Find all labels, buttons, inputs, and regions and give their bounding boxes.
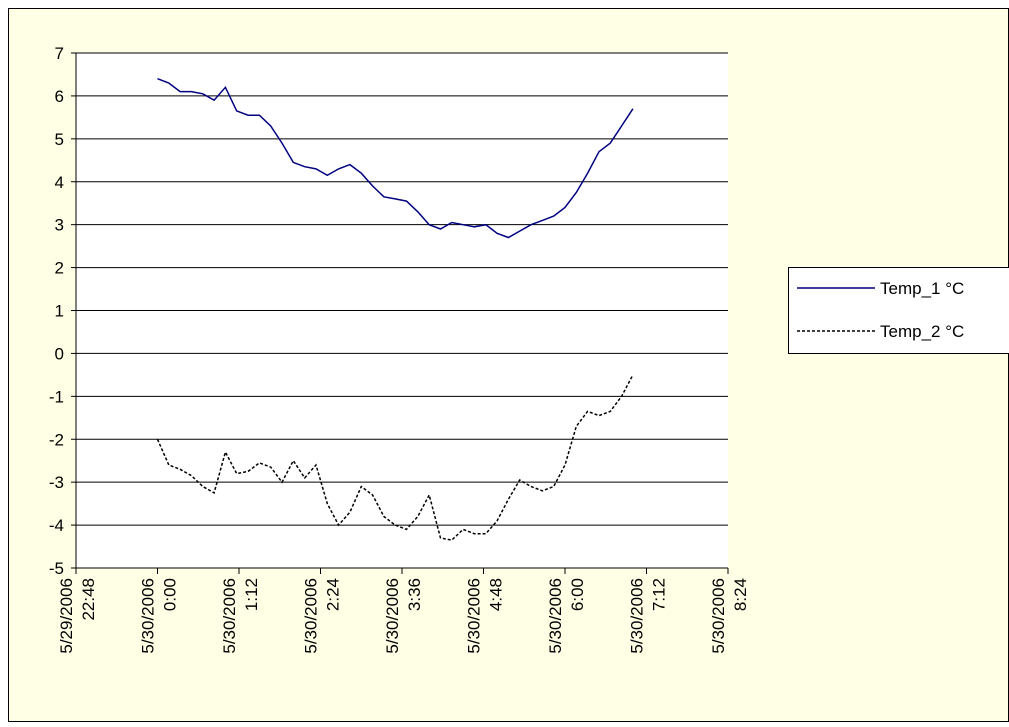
y-tick-label: -5: [49, 559, 64, 578]
y-tick-label: 3: [55, 216, 64, 235]
y-tick-label: 1: [55, 302, 64, 321]
y-tick-label: 6: [55, 87, 64, 106]
y-tick-label: -2: [49, 430, 64, 449]
y-tick-label: 4: [55, 173, 64, 192]
legend-label: Temp_1 °C: [880, 279, 964, 298]
y-tick-label: -1: [49, 387, 64, 406]
legend-label: Temp_2 °C: [880, 322, 964, 341]
legend: Temp_1 °C Temp_2 °C: [789, 268, 1009, 354]
y-tick-label: 5: [55, 130, 64, 149]
y-tick-label: -4: [49, 516, 64, 535]
y-tick-label: 2: [55, 259, 64, 278]
y-tick-label: -3: [49, 473, 64, 492]
y-tick-label: 0: [55, 344, 64, 363]
y-tick-label: 7: [55, 44, 64, 63]
